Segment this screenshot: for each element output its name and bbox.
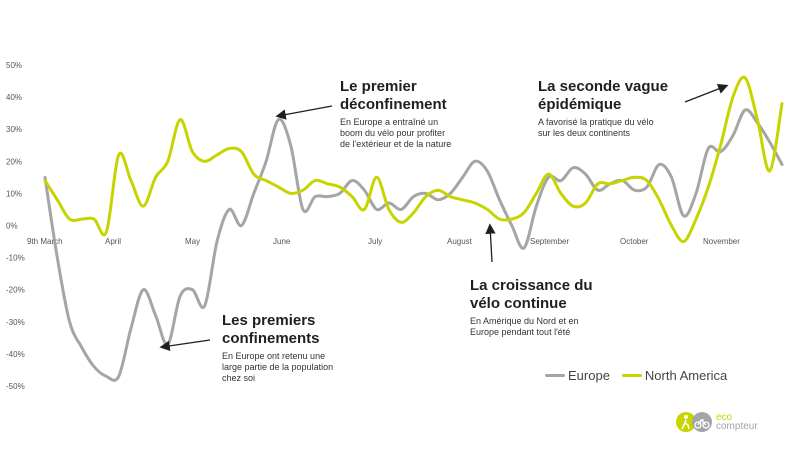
y-tick-label: 30% bbox=[6, 125, 22, 134]
annotation-body: En Europe a entraîné un boom du vélo pou… bbox=[340, 117, 452, 149]
series-line-north-america bbox=[43, 75, 784, 244]
series-line-europe bbox=[43, 108, 784, 382]
y-tick-label: 10% bbox=[6, 189, 22, 198]
y-tick-label: -30% bbox=[6, 318, 25, 327]
legend-swatch bbox=[545, 374, 565, 377]
annotation-croissance: La croissance du vélo continue En Amériq… bbox=[470, 277, 593, 338]
bicycle-icon bbox=[692, 412, 712, 432]
logo-line-1: eco bbox=[716, 412, 733, 423]
arrow-premier-deconfinement bbox=[275, 105, 333, 120]
x-tick-label: November bbox=[703, 237, 740, 246]
y-tick-label: -20% bbox=[6, 286, 25, 295]
annotation-body: En Amérique du Nord et en Europe pendant… bbox=[470, 316, 579, 337]
y-tick-label: -10% bbox=[6, 254, 25, 263]
arrow-croissance bbox=[485, 223, 496, 263]
logo-line-2: compteur bbox=[716, 421, 758, 432]
annotation-seconde-vague: La seconde vague épidémique A favorisé l… bbox=[538, 78, 668, 139]
eco-compteur-logo: eco compteur bbox=[676, 412, 758, 432]
annotation-title: Les premiers confinements bbox=[222, 312, 320, 347]
legend-item-europe: Europe bbox=[545, 368, 610, 383]
legend-label: Europe bbox=[568, 368, 610, 383]
y-axis-ticks: 50% 40% 30% 20% 10% 0% -10% -20% -30% -40% -50% bbox=[6, 61, 25, 391]
y-tick-label: 20% bbox=[6, 157, 22, 166]
legend-swatch bbox=[621, 374, 642, 377]
y-tick-label: 40% bbox=[6, 93, 22, 102]
annotation-title: Le premier déconfinement bbox=[340, 78, 447, 113]
x-tick-label: August bbox=[447, 237, 473, 246]
x-tick-label: May bbox=[185, 237, 200, 246]
y-tick-label: 50% bbox=[6, 61, 22, 70]
annotation-title: La seconde vague épidémique bbox=[538, 78, 669, 113]
legend-item-north-america: North America bbox=[621, 368, 728, 383]
arrow-premiers-confinements bbox=[159, 339, 211, 352]
x-tick-label: 9th March bbox=[27, 237, 63, 246]
x-tick-label: October bbox=[620, 237, 649, 246]
annotation-body: En Europe ont retenu une large partie de… bbox=[222, 351, 334, 383]
pedestrian-icon bbox=[676, 412, 696, 432]
y-tick-label: -40% bbox=[6, 350, 25, 359]
annotation-body: A favorisé la pratique du vélo sur les d… bbox=[538, 117, 654, 138]
chart-legend: Europe North America bbox=[545, 368, 739, 383]
annotation-premier-deconfinement: Le premier déconfinement En Europe a ent… bbox=[340, 78, 451, 150]
x-axis-ticks: 9th March April May June July August September… bbox=[27, 237, 740, 246]
annotation-premiers-confinements: Les premiers confinements En Europe ont … bbox=[222, 312, 333, 384]
annotation-title: La croissance du vélo continue bbox=[470, 277, 593, 312]
y-tick-label: -50% bbox=[6, 382, 25, 391]
x-tick-label: April bbox=[105, 237, 121, 246]
legend-label: North America bbox=[644, 368, 728, 383]
x-tick-label: September bbox=[530, 237, 569, 246]
x-tick-label: June bbox=[273, 237, 291, 246]
x-tick-label: July bbox=[368, 237, 382, 246]
logo-wordmark: eco compteur bbox=[716, 412, 758, 432]
y-tick-label: 0% bbox=[6, 222, 18, 231]
annotation-arrows bbox=[159, 83, 729, 352]
arrow-seconde-vague bbox=[684, 83, 729, 103]
